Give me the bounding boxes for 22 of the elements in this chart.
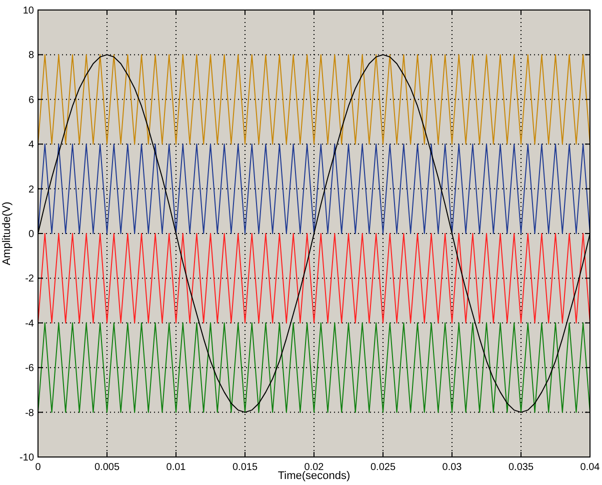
x-tick-label: 0.01 [166,462,186,473]
y-tick-label: -6 [25,363,34,374]
y-tick-label: 4 [28,140,34,151]
x-tick-label: 0.005 [94,462,120,473]
x-tick-label: 0.015 [232,462,258,473]
x-tick-label: 0.04 [580,462,600,473]
y-tick-label: -10 [20,452,34,464]
x-tick-label: 0.035 [508,462,534,473]
x-tick-label: 0.03 [442,462,462,473]
y-tick-label: 2 [28,184,34,196]
y-tick-label: -2 [25,274,34,285]
y-tick-label: 10 [22,6,34,16]
x-axis-title: Time(seconds) [278,470,350,482]
y-tick-label: -8 [25,408,34,419]
x-tick-label: 0.025 [370,462,396,473]
y-tick-label: 0 [28,229,34,240]
x-tick-label: 0 [35,462,42,473]
y-tick-label: 6 [28,94,34,106]
x-tick-label: 0.02 [304,462,324,473]
y-tick-label: 8 [28,50,34,62]
y-tick-label: -4 [25,318,34,330]
y-axis-title: Amplitude(V) [1,202,13,266]
